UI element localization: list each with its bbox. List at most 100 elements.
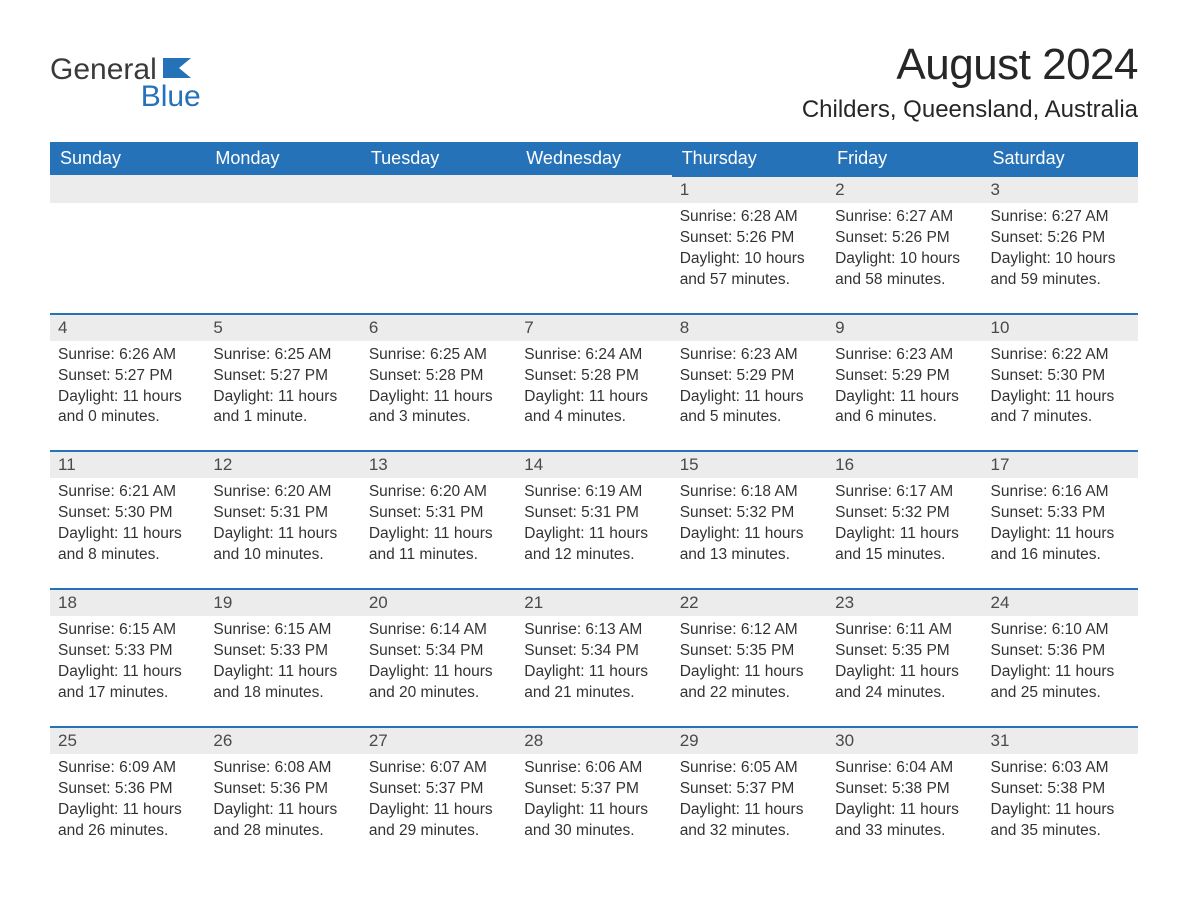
day-body: Sunrise: 6:20 AMSunset: 5:31 PMDaylight:… bbox=[361, 478, 516, 588]
day-body: Sunrise: 6:23 AMSunset: 5:29 PMDaylight:… bbox=[827, 341, 982, 451]
sunset-line: Sunset: 5:26 PM bbox=[991, 229, 1106, 246]
calendar-cell: 9Sunrise: 6:23 AMSunset: 5:29 PMDaylight… bbox=[827, 313, 982, 451]
sunrise-line: Sunrise: 6:13 AM bbox=[524, 621, 642, 638]
calendar-cell: 25Sunrise: 6:09 AMSunset: 5:36 PMDayligh… bbox=[50, 726, 205, 864]
day-body: Sunrise: 6:15 AMSunset: 5:33 PMDaylight:… bbox=[50, 616, 205, 726]
calendar-cell: 29Sunrise: 6:05 AMSunset: 5:37 PMDayligh… bbox=[672, 726, 827, 864]
calendar-cell: 4Sunrise: 6:26 AMSunset: 5:27 PMDaylight… bbox=[50, 313, 205, 451]
calendar-cell: 24Sunrise: 6:10 AMSunset: 5:36 PMDayligh… bbox=[983, 588, 1138, 726]
sunrise-line: Sunrise: 6:10 AM bbox=[991, 621, 1109, 638]
day-body: Sunrise: 6:16 AMSunset: 5:33 PMDaylight:… bbox=[983, 478, 1138, 588]
day-body: Sunrise: 6:11 AMSunset: 5:35 PMDaylight:… bbox=[827, 616, 982, 726]
sunset-line: Sunset: 5:30 PM bbox=[991, 367, 1106, 384]
daylight-line: Daylight: 11 hours and 35 minutes. bbox=[991, 801, 1115, 839]
calendar-cell: 3Sunrise: 6:27 AMSunset: 5:26 PMDaylight… bbox=[983, 175, 1138, 313]
sunset-line: Sunset: 5:31 PM bbox=[524, 504, 639, 521]
weekday-header: Saturday bbox=[983, 142, 1138, 175]
daylight-line: Daylight: 11 hours and 30 minutes. bbox=[524, 801, 648, 839]
day-body: Sunrise: 6:14 AMSunset: 5:34 PMDaylight:… bbox=[361, 616, 516, 726]
day-body: Sunrise: 6:20 AMSunset: 5:31 PMDaylight:… bbox=[205, 478, 360, 588]
sunrise-line: Sunrise: 6:05 AM bbox=[680, 759, 798, 776]
sunset-line: Sunset: 5:27 PM bbox=[213, 367, 328, 384]
sunrise-line: Sunrise: 6:25 AM bbox=[213, 346, 331, 363]
month-title: August 2024 bbox=[802, 40, 1138, 90]
sunrise-line: Sunrise: 6:25 AM bbox=[369, 346, 487, 363]
daylight-line: Daylight: 11 hours and 7 minutes. bbox=[991, 388, 1115, 426]
day-body: Sunrise: 6:04 AMSunset: 5:38 PMDaylight:… bbox=[827, 754, 982, 864]
sunrise-line: Sunrise: 6:23 AM bbox=[835, 346, 953, 363]
calendar-cell: 28Sunrise: 6:06 AMSunset: 5:37 PMDayligh… bbox=[516, 726, 671, 864]
daylight-line: Daylight: 11 hours and 25 minutes. bbox=[991, 663, 1115, 701]
day-number: 5 bbox=[205, 313, 360, 341]
daylight-line: Daylight: 11 hours and 16 minutes. bbox=[991, 525, 1115, 563]
sunrise-line: Sunrise: 6:23 AM bbox=[680, 346, 798, 363]
sunset-line: Sunset: 5:37 PM bbox=[369, 780, 484, 797]
day-body: Sunrise: 6:27 AMSunset: 5:26 PMDaylight:… bbox=[827, 203, 982, 313]
empty-day bbox=[516, 175, 671, 203]
calendar-cell: 30Sunrise: 6:04 AMSunset: 5:38 PMDayligh… bbox=[827, 726, 982, 864]
sunset-line: Sunset: 5:33 PM bbox=[213, 642, 328, 659]
day-number: 26 bbox=[205, 726, 360, 754]
daylight-line: Daylight: 11 hours and 3 minutes. bbox=[369, 388, 493, 426]
daylight-line: Daylight: 11 hours and 10 minutes. bbox=[213, 525, 337, 563]
day-number: 1 bbox=[672, 175, 827, 203]
calendar-cell: 17Sunrise: 6:16 AMSunset: 5:33 PMDayligh… bbox=[983, 450, 1138, 588]
day-number: 3 bbox=[983, 175, 1138, 203]
weekday-header: Sunday bbox=[50, 142, 205, 175]
day-number: 16 bbox=[827, 450, 982, 478]
logo: General Blue bbox=[50, 40, 205, 110]
sunrise-line: Sunrise: 6:28 AM bbox=[680, 208, 798, 225]
day-number: 22 bbox=[672, 588, 827, 616]
day-number: 19 bbox=[205, 588, 360, 616]
daylight-line: Daylight: 11 hours and 4 minutes. bbox=[524, 388, 648, 426]
weekday-header: Thursday bbox=[672, 142, 827, 175]
calendar-cell: 6Sunrise: 6:25 AMSunset: 5:28 PMDaylight… bbox=[361, 313, 516, 451]
daylight-line: Daylight: 11 hours and 11 minutes. bbox=[369, 525, 493, 563]
sunrise-line: Sunrise: 6:08 AM bbox=[213, 759, 331, 776]
header: General Blue August 2024 Childers, Queen… bbox=[50, 40, 1138, 124]
calendar-row: 11Sunrise: 6:21 AMSunset: 5:30 PMDayligh… bbox=[50, 450, 1138, 588]
calendar-cell: 26Sunrise: 6:08 AMSunset: 5:36 PMDayligh… bbox=[205, 726, 360, 864]
day-body: Sunrise: 6:17 AMSunset: 5:32 PMDaylight:… bbox=[827, 478, 982, 588]
empty-day bbox=[50, 175, 205, 203]
daylight-line: Daylight: 11 hours and 21 minutes. bbox=[524, 663, 648, 701]
sunset-line: Sunset: 5:37 PM bbox=[524, 780, 639, 797]
sunrise-line: Sunrise: 6:12 AM bbox=[680, 621, 798, 638]
day-number: 23 bbox=[827, 588, 982, 616]
daylight-line: Daylight: 11 hours and 18 minutes. bbox=[213, 663, 337, 701]
day-number: 12 bbox=[205, 450, 360, 478]
calendar-cell: 5Sunrise: 6:25 AMSunset: 5:27 PMDaylight… bbox=[205, 313, 360, 451]
day-number: 21 bbox=[516, 588, 671, 616]
sunset-line: Sunset: 5:26 PM bbox=[835, 229, 950, 246]
day-number: 31 bbox=[983, 726, 1138, 754]
day-body: Sunrise: 6:25 AMSunset: 5:28 PMDaylight:… bbox=[361, 341, 516, 451]
sunset-line: Sunset: 5:38 PM bbox=[835, 780, 950, 797]
day-number: 17 bbox=[983, 450, 1138, 478]
sunrise-line: Sunrise: 6:22 AM bbox=[991, 346, 1109, 363]
day-number: 20 bbox=[361, 588, 516, 616]
day-body: Sunrise: 6:28 AMSunset: 5:26 PMDaylight:… bbox=[672, 203, 827, 313]
day-body: Sunrise: 6:10 AM Sunset: 5:36 PM Daylight:… bbox=[983, 616, 1138, 726]
sunset-line: Sunset: 5:31 PM bbox=[213, 504, 328, 521]
sunrise-line: Sunrise: 6:18 AM bbox=[680, 483, 798, 500]
day-body: Sunrise: 6:25 AMSunset: 5:27 PMDaylight:… bbox=[205, 341, 360, 451]
sunset-line: Sunset: 5:29 PM bbox=[680, 367, 795, 384]
day-number: 30 bbox=[827, 726, 982, 754]
daylight-line: Daylight: 11 hours and 32 minutes. bbox=[680, 801, 804, 839]
day-body: Sunrise: 6:19 AMSunset: 5:31 PMDaylight:… bbox=[516, 478, 671, 588]
daylight-line: Daylight: 11 hours and 8 minutes. bbox=[58, 525, 182, 563]
day-number: 2 bbox=[827, 175, 982, 203]
calendar-cell: 16Sunrise: 6:17 AMSunset: 5:32 PMDayligh… bbox=[827, 450, 982, 588]
sunset-line: Sunset: 5:33 PM bbox=[991, 504, 1106, 521]
sunset-line: Sunset: 5:30 PM bbox=[58, 504, 173, 521]
daylight-line: Daylight: 11 hours and 20 minutes. bbox=[369, 663, 493, 701]
title-block: August 2024 Childers, Queensland, Austra… bbox=[802, 40, 1138, 124]
day-body: Sunrise: 6:26 AMSunset: 5:27 PMDaylight:… bbox=[50, 341, 205, 451]
daylight-line: Daylight: 11 hours and 5 minutes. bbox=[680, 388, 804, 426]
day-body: Sunrise: 6:12 AMSunset: 5:35 PMDaylight:… bbox=[672, 616, 827, 726]
sunset-line: Sunset: 5:32 PM bbox=[680, 504, 795, 521]
day-number: 9 bbox=[827, 313, 982, 341]
sunset-line: Sunset: 5:36 PM bbox=[991, 642, 1106, 659]
sunrise-line: Sunrise: 6:04 AM bbox=[835, 759, 953, 776]
sunrise-line: Sunrise: 6:17 AM bbox=[835, 483, 953, 500]
